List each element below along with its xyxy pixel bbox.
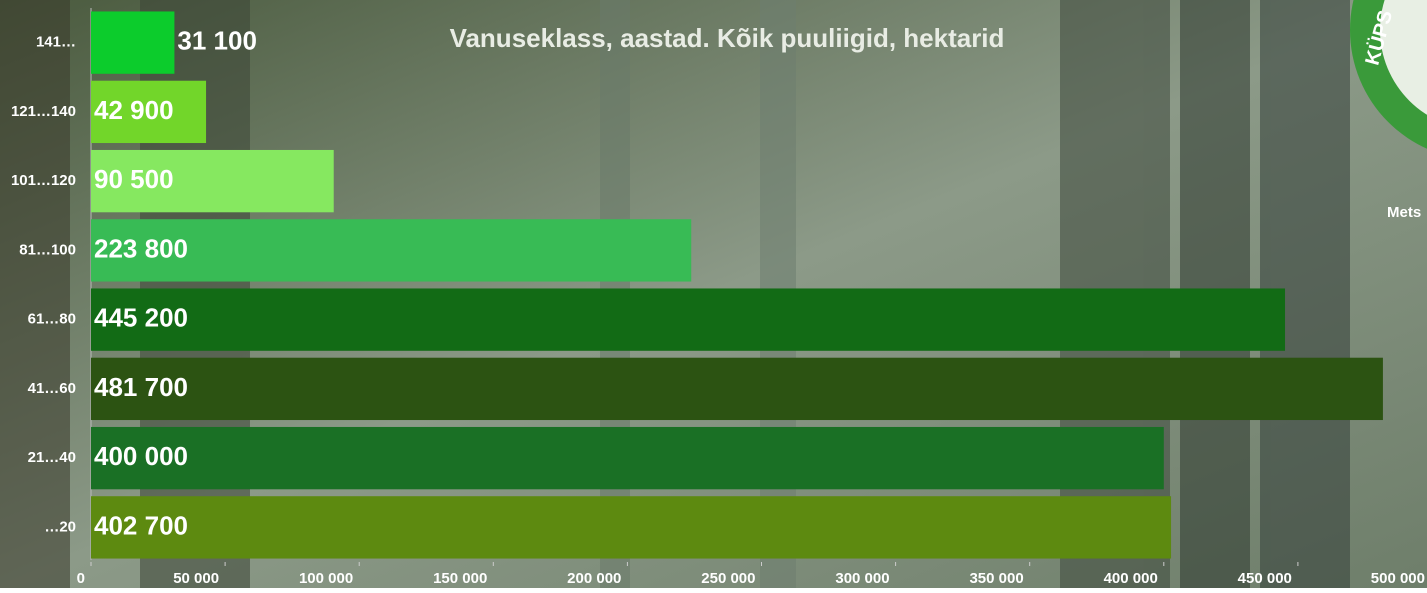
value-label: 90 500: [94, 164, 174, 194]
x-tick-label: 350 000: [969, 570, 1023, 587]
x-tick-label: 450 000: [1238, 570, 1292, 587]
bar: [91, 219, 692, 282]
value-label: 402 700: [94, 510, 188, 540]
bar: [91, 288, 1286, 351]
y-tick-label: 41…60: [28, 380, 76, 397]
x-tick-label: 100 000: [299, 570, 353, 587]
value-label: 31 100: [177, 26, 257, 56]
x-tick-label: 0: [77, 570, 85, 587]
y-tick-label: 141…: [36, 34, 76, 51]
value-label: 223 800: [94, 233, 188, 263]
y-tick-label: 121…140: [11, 103, 76, 120]
y-tick-label: 21…40: [28, 449, 76, 466]
x-tick-label: 500 000: [1371, 570, 1425, 587]
bar: [91, 496, 1172, 559]
bar: [91, 426, 1164, 490]
x-tick-label: 400 000: [1104, 570, 1158, 587]
y-tick-label: 101…120: [11, 172, 76, 189]
x-tick-label: 300 000: [835, 570, 889, 587]
bar: [91, 80, 207, 144]
value-label: 400 000: [94, 441, 188, 471]
bar: [91, 11, 175, 74]
bar: [91, 357, 1383, 421]
chart-title: Vanuseklass, aastad. Kõik puuliigid, hek…: [450, 23, 1005, 53]
y-tick-label: 61…80: [28, 311, 76, 328]
value-label: 445 200: [94, 303, 188, 333]
bar: [91, 149, 334, 213]
side-label: Mets: [1387, 204, 1421, 221]
value-label: 42 900: [94, 95, 174, 125]
y-tick-label: …20: [44, 518, 76, 535]
x-tick-label: 250 000: [701, 570, 755, 587]
x-tick-label: 200 000: [567, 570, 621, 587]
value-label: 481 700: [94, 372, 188, 402]
x-tick-label: 150 000: [433, 570, 487, 587]
x-tick-label: 50 000: [173, 570, 219, 587]
y-tick-label: 81…100: [19, 241, 76, 258]
badge-inner: [1380, 0, 1427, 115]
